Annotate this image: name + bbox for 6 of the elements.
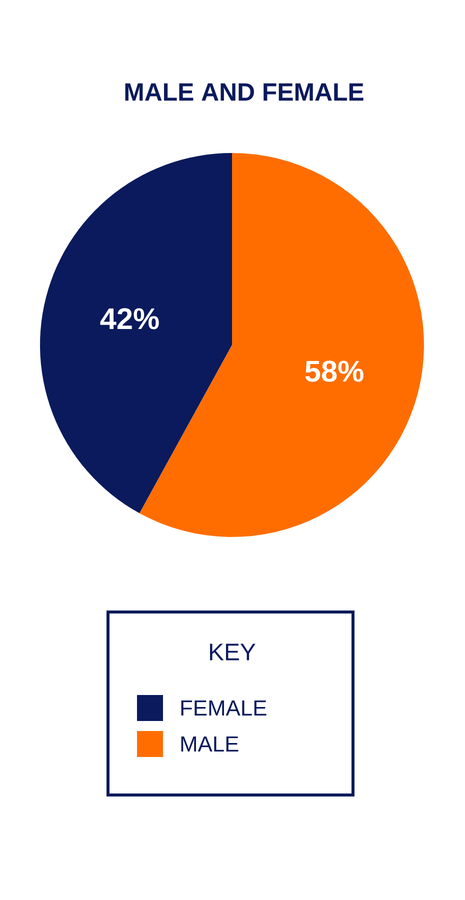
legend-title: KEY	[210, 644, 256, 660]
data-label: 42%	[100, 308, 159, 330]
legend-label: FEMALE	[181, 700, 266, 716]
data-label: 58%	[305, 360, 364, 382]
legend-label: MALE	[181, 736, 238, 752]
chart-title: MALE AND FEMALE	[125, 83, 364, 101]
